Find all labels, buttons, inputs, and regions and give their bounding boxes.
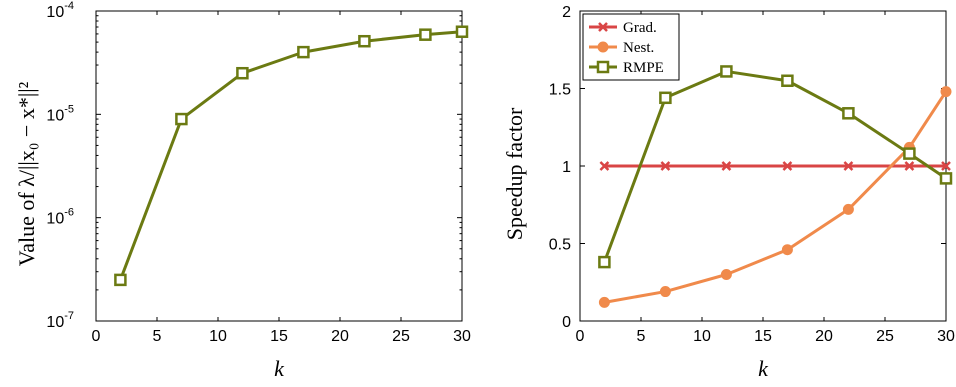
y-tick-base: 10: [46, 211, 64, 228]
series-line-0: [118, 30, 463, 281]
legend-label: Grad.: [623, 20, 657, 36]
data-point: [114, 273, 127, 287]
data-point: [842, 107, 855, 120]
x-tick-label: 15: [754, 328, 772, 345]
data-point: [660, 161, 671, 171]
x-axis-label: k: [758, 356, 769, 381]
y-tick-base: 10: [46, 314, 64, 331]
x-tick-label: 30: [453, 328, 471, 345]
data-point: [720, 269, 732, 280]
y-tick-base: 10: [46, 107, 64, 124]
data-point: [599, 161, 610, 171]
x-tick-label: 5: [153, 328, 162, 345]
data-point: [598, 255, 611, 269]
y-axis-label: Speedup factor: [502, 107, 527, 240]
data-point: [659, 286, 671, 298]
x-tick-label: 30: [937, 328, 955, 345]
legend-item: Grad.: [589, 20, 657, 36]
data-point: [455, 25, 469, 38]
legend-label: RMPE: [623, 60, 664, 76]
x-tick-label: 10: [209, 328, 227, 345]
x-tick-label: 20: [331, 328, 349, 345]
y-tick-label: 10-7: [46, 310, 74, 331]
data-point: [721, 161, 732, 171]
y-tick-exponent: -7: [64, 310, 74, 322]
x-tick-label: 0: [92, 328, 101, 345]
data-point: [358, 34, 371, 48]
data-point: [297, 45, 310, 59]
x-tick-label: 0: [576, 328, 585, 345]
data-point: [175, 112, 188, 126]
y-tick-exponent: -6: [64, 207, 74, 219]
chart-speedup-factor: 0 5 10 15 20 25 30 0 0.5 1 1.5 2 k Speedup factor Grad…: [502, 4, 955, 381]
y-axis-label: Value of λ/||x₀ − x*||²: [14, 81, 39, 266]
legend-item: RMPE: [589, 60, 664, 76]
legend-swatch-marker: [597, 41, 609, 53]
data-point: [659, 91, 672, 105]
x-tick-label: 5: [637, 328, 646, 345]
x-tick-label: 15: [270, 328, 288, 345]
x-axis-label: k: [274, 356, 285, 381]
x-tick-label: 10: [693, 328, 711, 345]
y-tick-label: 10-5: [46, 103, 74, 124]
data-point: [781, 74, 794, 87]
x-tick-label: 20: [815, 328, 833, 345]
y-tick-label: 10-4: [46, 0, 74, 21]
data-point: [903, 147, 916, 160]
data-point: [781, 244, 793, 256]
data-point: [720, 65, 733, 78]
data-point: [843, 161, 854, 171]
y-tick-base: 10: [46, 4, 64, 21]
x-tick-label: 25: [392, 328, 410, 345]
y-tick-exponent: -5: [64, 103, 74, 115]
data-point: [842, 203, 854, 215]
x-tick-label: 25: [876, 328, 894, 345]
data-point: [940, 86, 952, 98]
data-point: [939, 172, 953, 185]
data-point: [236, 66, 249, 80]
y-tick-label: 0: [562, 314, 571, 331]
data-point: [598, 296, 610, 308]
y-tick-exponent: -4: [64, 0, 74, 12]
data-point: [941, 161, 951, 171]
y-tick-label: 0.5: [549, 237, 571, 254]
legend-swatch-marker: [596, 60, 610, 74]
legend: Grad. Nest. RMPE: [582, 13, 680, 81]
y-tick-label: 2: [562, 4, 571, 21]
data-point: [419, 28, 432, 41]
plot-frame: [95, 10, 463, 322]
y-tick-label: 1: [562, 159, 571, 176]
data-point: [782, 161, 793, 171]
y-tick-label: 1.5: [549, 82, 571, 99]
data-point: [904, 161, 915, 171]
legend-item: Nest.: [589, 40, 654, 56]
legend-label: Nest.: [623, 40, 654, 56]
y-tick-label: 10-6: [46, 207, 74, 228]
legend-swatch-marker: [598, 22, 608, 32]
